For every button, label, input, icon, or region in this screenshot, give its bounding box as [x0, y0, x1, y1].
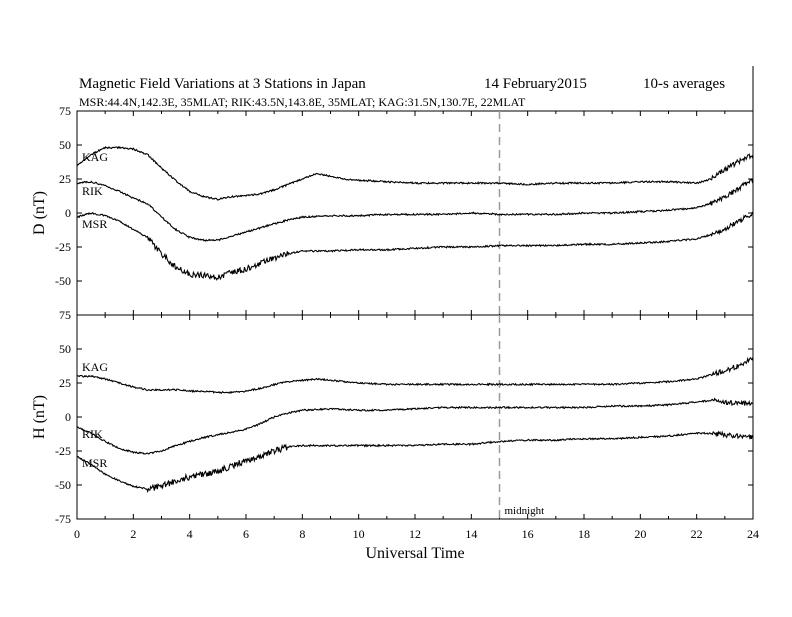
- chart-date: 14 February2015: [484, 76, 587, 92]
- y-tick-label-D: 75: [59, 104, 71, 118]
- series-label-D-RIK: RIK: [82, 184, 103, 198]
- x-tick-label: 6: [243, 527, 249, 541]
- x-tick-label: 18: [578, 527, 590, 541]
- series-line-D-RIK: [77, 178, 754, 242]
- chart-title: Magnetic Field Variations at 3 Stations …: [79, 76, 366, 92]
- y-axis-title-H: H (nT): [31, 395, 48, 439]
- y-tick-label-H: 50: [59, 342, 71, 356]
- x-tick-label: 20: [634, 527, 646, 541]
- series-label-D-MSR: MSR: [82, 217, 107, 231]
- series-line-H-KAG: [76, 356, 754, 395]
- y-tick-label-D: -25: [55, 240, 71, 254]
- panel-H: 75 50 25 0 -25 -50 -75 H (nT) KAG RIK MSR: [31, 308, 754, 526]
- x-tick-label: 16: [522, 527, 534, 541]
- y-axis-title-D: D (nT): [31, 191, 48, 235]
- series-label-H-KAG: KAG: [82, 360, 108, 374]
- y-tick-label-D: 0: [65, 206, 71, 220]
- y-tick-label-H: -75: [55, 512, 71, 526]
- y-tick-label-H: -25: [55, 444, 71, 458]
- x-tick-label: 22: [691, 527, 703, 541]
- panels-group: 75 50 25 0 -25 -50 D (nT) KAG RIK MSR 75 50 25 0 -25 -5…: [31, 66, 759, 541]
- x-tick-label: 12: [409, 527, 421, 541]
- y-tick-label-H: 75: [59, 308, 71, 322]
- x-tick-label: 4: [187, 527, 193, 541]
- y-tick-label-H: -50: [55, 478, 71, 492]
- y-tick-label-D: -50: [55, 274, 71, 288]
- x-tick-label: 8: [299, 527, 305, 541]
- x-tick-label: 2: [130, 527, 136, 541]
- y-tick-label-D: 25: [59, 172, 71, 186]
- panel-frame-D: [76, 110, 754, 316]
- y-tick-label-H: 25: [59, 376, 71, 390]
- series-line-H-MSR: [76, 430, 754, 494]
- x-tick-label: 0: [74, 527, 80, 541]
- series-line-H-RIK: [76, 397, 754, 455]
- series-label-H-RIK: RIK: [82, 427, 103, 441]
- series-label-D-KAG: KAG: [82, 150, 108, 164]
- x-tick-label: 24: [747, 527, 759, 541]
- x-tick-label: 14: [465, 527, 477, 541]
- x-tick-label: 10: [353, 527, 365, 541]
- y-tick-label-D: 50: [59, 138, 71, 152]
- series-line-D-MSR: [76, 211, 754, 281]
- series-line-D-KAG: [76, 145, 754, 201]
- chart-subtitle: MSR:44.4N,142.3E, 35MLAT; RIK:43.5N,143.…: [79, 95, 526, 109]
- series-label-H-MSR: MSR: [82, 456, 107, 470]
- panel-D: 75 50 25 0 -25 -50 D (nT) KAG RIK MSR: [31, 104, 754, 316]
- y-tick-label-H: 0: [65, 410, 71, 424]
- chart-averaging: 10-s averages: [643, 76, 725, 92]
- midnight-annotation: midnight: [505, 505, 545, 517]
- panel-frame-H: [76, 314, 754, 520]
- x-axis-title: Universal Time: [365, 545, 464, 562]
